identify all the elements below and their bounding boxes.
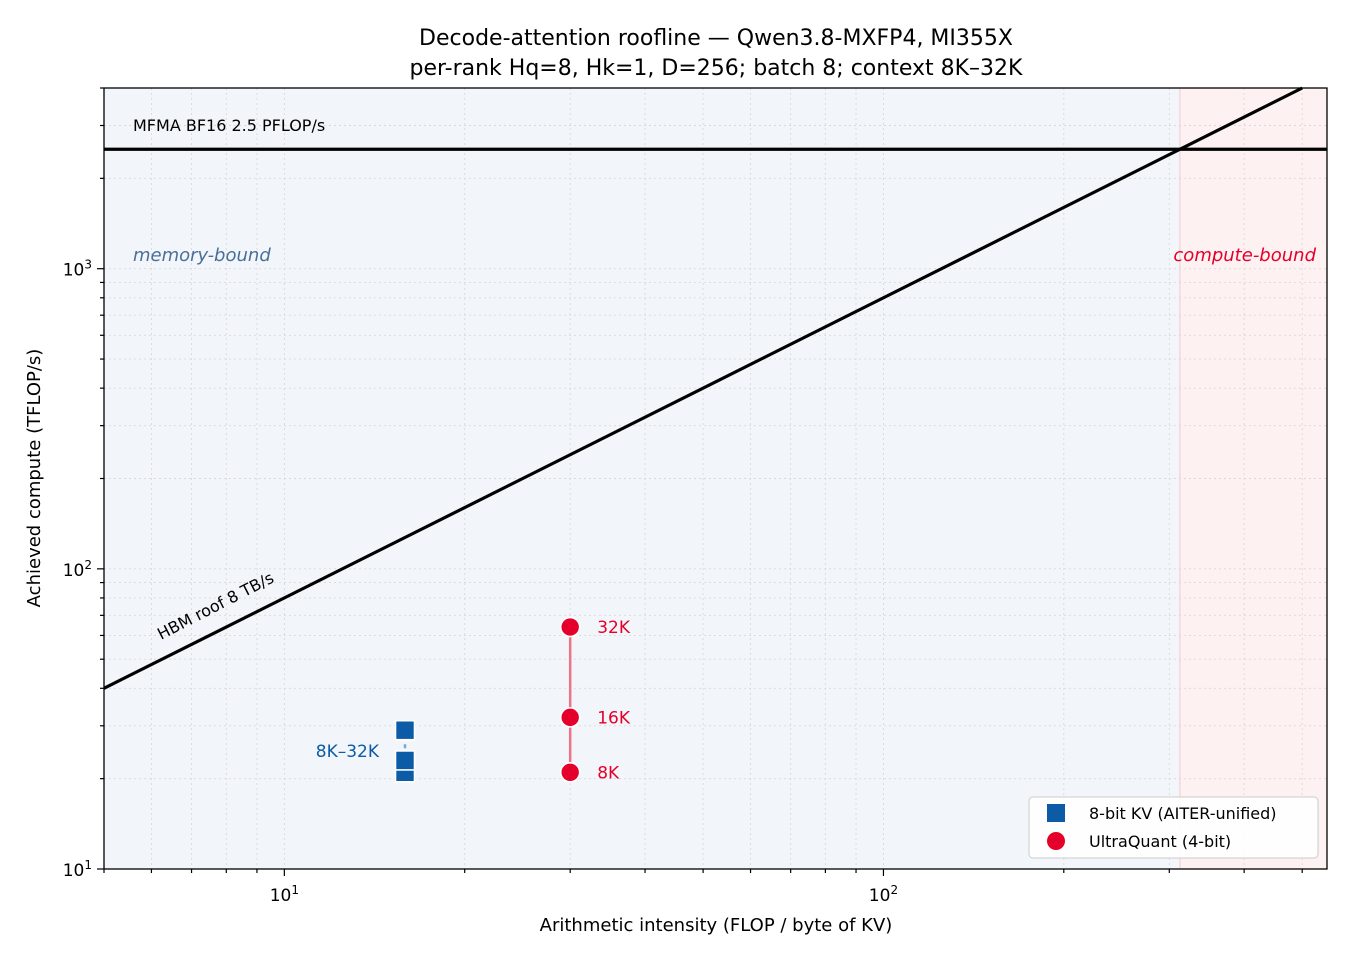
point-label: 32K	[597, 618, 631, 638]
y-tick-label: 101	[63, 858, 92, 881]
y-tick-label: 102	[63, 558, 92, 581]
x-axis-label: Arithmetic intensity (FLOP / byte of KV)	[540, 915, 893, 936]
memory-bound-label: memory-bound	[133, 245, 271, 266]
square-data-point	[394, 750, 416, 771]
legend-square-swatch	[1047, 804, 1065, 822]
circle-data-point	[559, 761, 581, 783]
point-label: 8K	[597, 763, 620, 783]
compute-bound-label: compute-bound	[1173, 245, 1316, 266]
roof-lines	[103, 86, 1327, 690]
legend: 8-bit KV (AITER-unified) UltraQuant (4-b…	[1028, 796, 1319, 859]
circle-data-point	[559, 707, 581, 728]
legend-label-ultraquant: UltraQuant (4-bit)	[1089, 832, 1231, 851]
point-label: 16K	[597, 708, 631, 728]
series-group-label: 8K–32K	[316, 742, 380, 762]
x-tick-label: 101	[270, 883, 299, 906]
axis-ticks: 101 102 101 102 103	[63, 87, 1303, 906]
data-series: 8K–32K 8K 16K 32K	[316, 616, 631, 783]
chart-title: Decode-attention roofline — Qwen3.8-MXFP…	[419, 26, 1013, 51]
legend-square-marker	[1047, 804, 1065, 822]
circle-data-point	[559, 616, 581, 638]
y-axis-label: Achieved compute (TFLOP/s)	[24, 349, 45, 608]
x-tick-label: 102	[869, 883, 898, 906]
legend-box	[1028, 796, 1319, 859]
legend-circle-marker	[1047, 832, 1065, 850]
legend-circle-swatch	[1047, 832, 1065, 850]
legend-label-8bit: 8-bit KV (AITER-unified)	[1089, 804, 1277, 823]
mfma-roof-label: MFMA BF16 2.5 PFLOP/s	[133, 116, 325, 135]
square-data-point	[394, 719, 416, 741]
y-tick-label: 103	[63, 258, 92, 281]
chart-subtitle: per-rank Hq=8, Hk=1, D=256; batch 8; con…	[410, 56, 1024, 81]
hbm-roof-line	[103, 86, 1303, 690]
